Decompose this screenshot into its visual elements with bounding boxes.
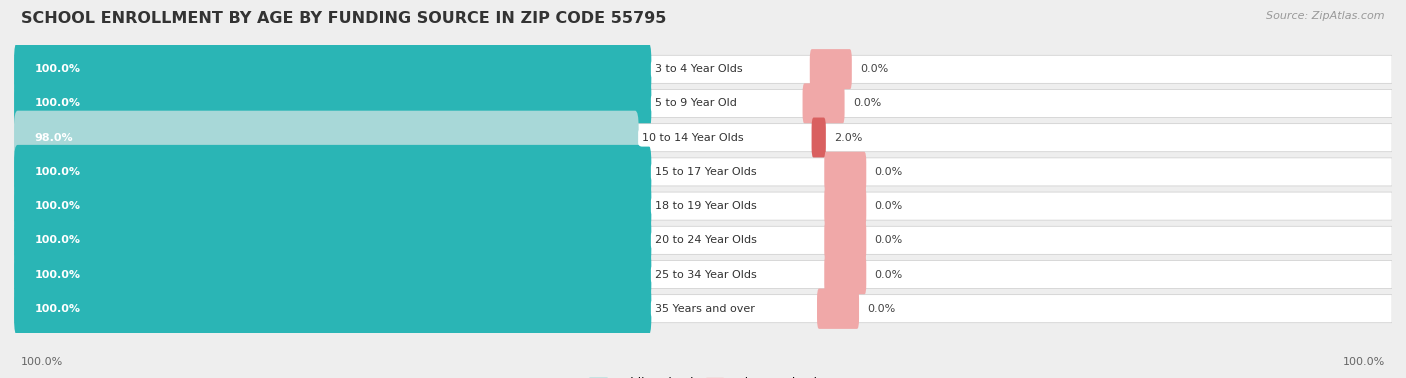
Text: 100.0%: 100.0% bbox=[35, 270, 80, 279]
FancyBboxPatch shape bbox=[14, 124, 1392, 152]
Text: 0.0%: 0.0% bbox=[875, 235, 903, 245]
Text: 100.0%: 100.0% bbox=[35, 99, 80, 108]
FancyBboxPatch shape bbox=[14, 226, 1392, 254]
FancyBboxPatch shape bbox=[810, 49, 852, 90]
FancyBboxPatch shape bbox=[14, 248, 651, 302]
FancyBboxPatch shape bbox=[14, 111, 638, 165]
Text: 2.0%: 2.0% bbox=[834, 133, 862, 143]
Text: 100.0%: 100.0% bbox=[35, 64, 80, 74]
FancyBboxPatch shape bbox=[14, 282, 651, 336]
FancyBboxPatch shape bbox=[824, 152, 866, 192]
FancyBboxPatch shape bbox=[14, 158, 1392, 186]
FancyBboxPatch shape bbox=[14, 145, 651, 199]
Text: 0.0%: 0.0% bbox=[875, 167, 903, 177]
Text: 100.0%: 100.0% bbox=[21, 357, 63, 367]
Text: Source: ZipAtlas.com: Source: ZipAtlas.com bbox=[1267, 11, 1385, 21]
Text: 25 to 34 Year Olds: 25 to 34 Year Olds bbox=[655, 270, 756, 279]
Text: 10 to 14 Year Olds: 10 to 14 Year Olds bbox=[643, 133, 744, 143]
Text: 100.0%: 100.0% bbox=[35, 235, 80, 245]
FancyBboxPatch shape bbox=[14, 90, 1392, 118]
Text: 100.0%: 100.0% bbox=[35, 167, 80, 177]
Text: 100.0%: 100.0% bbox=[1343, 357, 1385, 367]
Text: 0.0%: 0.0% bbox=[853, 99, 882, 108]
FancyBboxPatch shape bbox=[811, 118, 825, 158]
FancyBboxPatch shape bbox=[824, 220, 866, 260]
Text: 100.0%: 100.0% bbox=[35, 201, 80, 211]
FancyBboxPatch shape bbox=[824, 186, 866, 226]
FancyBboxPatch shape bbox=[14, 55, 1392, 83]
Text: 15 to 17 Year Olds: 15 to 17 Year Olds bbox=[655, 167, 756, 177]
Text: 0.0%: 0.0% bbox=[860, 64, 889, 74]
Text: 5 to 9 Year Old: 5 to 9 Year Old bbox=[655, 99, 737, 108]
Text: SCHOOL ENROLLMENT BY AGE BY FUNDING SOURCE IN ZIP CODE 55795: SCHOOL ENROLLMENT BY AGE BY FUNDING SOUR… bbox=[21, 11, 666, 26]
Text: 35 Years and over: 35 Years and over bbox=[655, 304, 755, 314]
Text: 100.0%: 100.0% bbox=[35, 304, 80, 314]
FancyBboxPatch shape bbox=[14, 179, 651, 233]
Legend: Public School, Private School: Public School, Private School bbox=[589, 377, 817, 378]
FancyBboxPatch shape bbox=[824, 254, 866, 295]
FancyBboxPatch shape bbox=[803, 83, 845, 124]
Text: 0.0%: 0.0% bbox=[875, 270, 903, 279]
FancyBboxPatch shape bbox=[817, 288, 859, 329]
Text: 18 to 19 Year Olds: 18 to 19 Year Olds bbox=[655, 201, 756, 211]
FancyBboxPatch shape bbox=[14, 42, 651, 96]
Text: 0.0%: 0.0% bbox=[875, 201, 903, 211]
FancyBboxPatch shape bbox=[14, 213, 651, 267]
Text: 20 to 24 Year Olds: 20 to 24 Year Olds bbox=[655, 235, 756, 245]
Text: 0.0%: 0.0% bbox=[868, 304, 896, 314]
FancyBboxPatch shape bbox=[14, 260, 1392, 288]
FancyBboxPatch shape bbox=[14, 295, 1392, 323]
Text: 3 to 4 Year Olds: 3 to 4 Year Olds bbox=[655, 64, 742, 74]
Text: 98.0%: 98.0% bbox=[35, 133, 73, 143]
FancyBboxPatch shape bbox=[14, 76, 651, 130]
FancyBboxPatch shape bbox=[14, 192, 1392, 220]
